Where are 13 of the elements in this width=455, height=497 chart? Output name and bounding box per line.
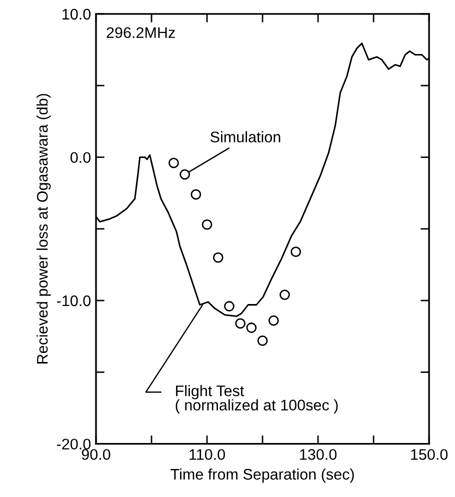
y-tick-label: -20.0 bbox=[57, 438, 91, 450]
annotation: 296.2MHz bbox=[106, 27, 175, 38]
x-tick-label: 150.0 bbox=[411, 449, 448, 460]
y-axis-title: Recieved power loss at Ogasawara (db) bbox=[36, 94, 51, 364]
annotation: Simulation bbox=[210, 131, 280, 142]
x-axis-title: Time from Separation (sec) bbox=[170, 468, 354, 483]
y-tick-label: -10.0 bbox=[57, 295, 91, 306]
y-tick-label: 0.0 bbox=[70, 152, 91, 163]
y-tick-label: 10.0 bbox=[62, 8, 91, 20]
x-tick-label: 130.0 bbox=[300, 449, 337, 460]
annotation: Flight Test ( normalized at 100sec ) bbox=[176, 385, 338, 414]
x-tick-label: 110.0 bbox=[190, 449, 225, 460]
x-tick-label: 90.0 bbox=[82, 449, 110, 460]
